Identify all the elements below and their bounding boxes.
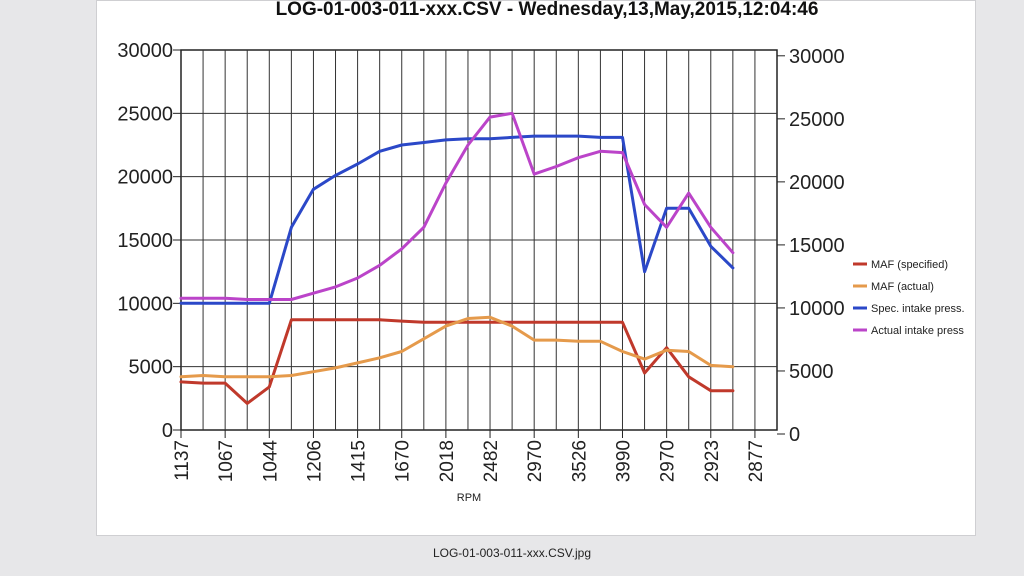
series-line-2: [179, 315, 735, 379]
y-tick-label: 20000: [117, 167, 173, 189]
x-tick-label: 2877: [746, 440, 767, 482]
y-tick-label: 5000: [129, 357, 174, 379]
x-tick-label: 2970: [525, 440, 546, 482]
x-axis-label: RPM: [457, 492, 481, 504]
chart-title: LOG-01-003-011-xxx.CSV - Wednesday,13,Ma…: [276, 1, 819, 20]
x-tick-label: 1137: [172, 440, 193, 481]
x-tick-label: 2923: [702, 440, 723, 482]
legend-label: Spec. intake press.: [871, 303, 965, 315]
y-tick-label: 15000: [117, 230, 173, 252]
y-tick-label: 0: [162, 420, 173, 442]
series-line-1: [179, 318, 735, 405]
x-tick-label: 3990: [613, 440, 634, 482]
axis-layer: 0 5000 10000 15000 20000 25000 30000 0 5000 10000…: [117, 40, 844, 482]
y-tick-label: 25000: [117, 103, 173, 125]
chart-frame: LOG-01-003-011-xxx.CSV - Wednesday,13,Ma…: [96, 0, 976, 536]
x-tick-label: 1206: [304, 440, 325, 482]
x-tick-label: 1044: [260, 440, 281, 483]
x-tick-label: 1670: [393, 440, 414, 482]
y2-tick-label: 25000: [789, 109, 845, 131]
y2-tick-label: 30000: [789, 46, 845, 68]
series-line-4: [179, 111, 735, 301]
x-tick-label: 1415: [349, 440, 370, 482]
legend-label: Actual intake press: [871, 325, 964, 337]
x-tick-label: 2018: [437, 440, 458, 482]
legend-label: MAF (actual): [871, 281, 934, 293]
chart-canvas: LOG-01-003-011-xxx.CSV - Wednesday,13,Ma…: [117, 1, 965, 504]
series-line-3: [179, 134, 735, 305]
y2-tick-label: 10000: [789, 298, 845, 320]
x-tick-label: 2482: [481, 440, 502, 482]
legend: MAF (specified) MAF (actual) Spec. intake …: [853, 259, 965, 337]
x-tick-label: 1067: [216, 440, 237, 482]
x-tick-label: 3526: [569, 440, 590, 482]
y-tick-label: 30000: [117, 40, 173, 62]
series-layer: [179, 111, 735, 405]
legend-label: MAF (specified): [871, 259, 948, 271]
y2-tick-label: 15000: [789, 235, 845, 257]
x-tick-label: 2970: [658, 440, 679, 482]
y-tick-label: 10000: [117, 293, 173, 315]
y2-tick-label: 20000: [789, 172, 845, 194]
y2-tick-label: 5000: [789, 361, 834, 383]
grid-layer: [180, 49, 778, 431]
file-caption: LOG-01-003-011-xxx.CSV.jpg: [432, 546, 592, 560]
y2-tick-label: 0: [789, 424, 800, 446]
